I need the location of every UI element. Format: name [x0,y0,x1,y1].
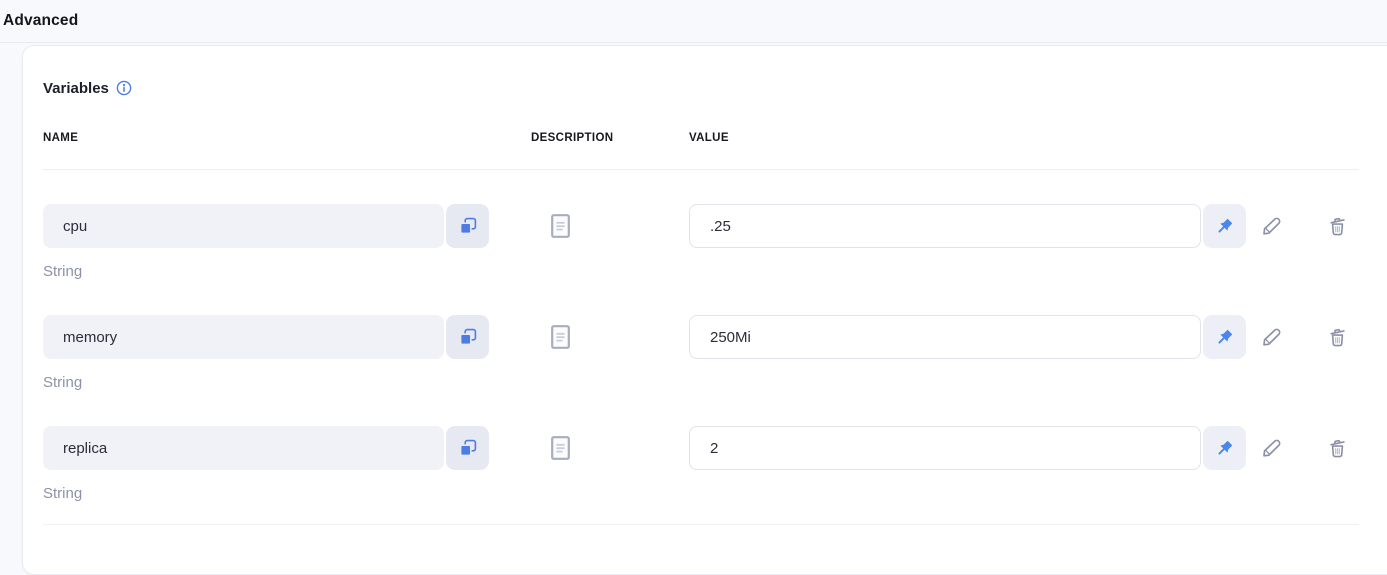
document-lines-icon [550,325,570,349]
column-header-description: DESCRIPTION [531,132,614,144]
value-field-group [689,204,1246,248]
document-lines-icon [550,436,570,460]
column-header-name: NAME [43,132,79,144]
pin-value-button[interactable] [1203,204,1246,248]
variables-title: Variables [43,79,109,97]
table-header-row: NAME DESCRIPTION VALUE [43,132,1359,144]
edit-variable-button[interactable] [1258,315,1286,359]
variable-type-label: String [43,485,83,502]
pushpin-icon [1214,216,1235,237]
value-field-group [689,426,1246,470]
name-field-group [43,315,489,359]
description-button[interactable] [546,315,574,359]
copy-name-button[interactable] [446,426,489,470]
edit-variable-button[interactable] [1258,204,1286,248]
description-button[interactable] [546,204,574,248]
copy-name-button[interactable] [446,204,489,248]
pencil-icon [1261,437,1284,460]
rows-bottom-divider [43,524,1359,525]
pushpin-icon [1214,327,1235,348]
variables-title-row: Variables [43,79,1359,97]
variable-type-label: String [43,263,83,280]
page-title: Advanced [3,12,79,29]
copy-icon [458,216,478,236]
variable-row-replica: String [43,426,1359,503]
description-button[interactable] [546,426,574,470]
variable-row-cpu: String [43,204,1359,281]
copy-icon [458,327,478,347]
variable-name-input[interactable] [43,426,444,470]
copy-name-button[interactable] [446,315,489,359]
section-header: Advanced [0,0,1387,43]
variable-row-memory: String [43,315,1359,392]
pencil-icon [1261,326,1284,349]
column-header-value: VALUE [689,132,729,144]
trash-icon [1326,326,1349,349]
value-field-group [689,315,1246,359]
variables-card: Variables NAME DESCRIPTION VALUE [22,45,1387,575]
delete-variable-button[interactable] [1323,426,1351,470]
copy-icon [458,438,478,458]
pencil-icon [1261,215,1284,238]
info-circle-icon [116,80,132,96]
name-field-group [43,204,489,248]
variable-value-input[interactable] [689,426,1201,470]
variable-type-label: String [43,374,83,391]
document-lines-icon [550,214,570,238]
delete-variable-button[interactable] [1323,315,1351,359]
variable-name-input[interactable] [43,315,444,359]
name-field-group [43,426,489,470]
variable-name-input[interactable] [43,204,444,248]
edit-variable-button[interactable] [1258,426,1286,470]
trash-icon [1326,437,1349,460]
pushpin-icon [1214,438,1235,459]
variables-info-button[interactable] [116,80,132,96]
pin-value-button[interactable] [1203,426,1246,470]
pin-value-button[interactable] [1203,315,1246,359]
variable-value-input[interactable] [689,315,1201,359]
trash-icon [1326,215,1349,238]
table-header-divider [43,169,1359,170]
delete-variable-button[interactable] [1323,204,1351,248]
variable-value-input[interactable] [689,204,1201,248]
